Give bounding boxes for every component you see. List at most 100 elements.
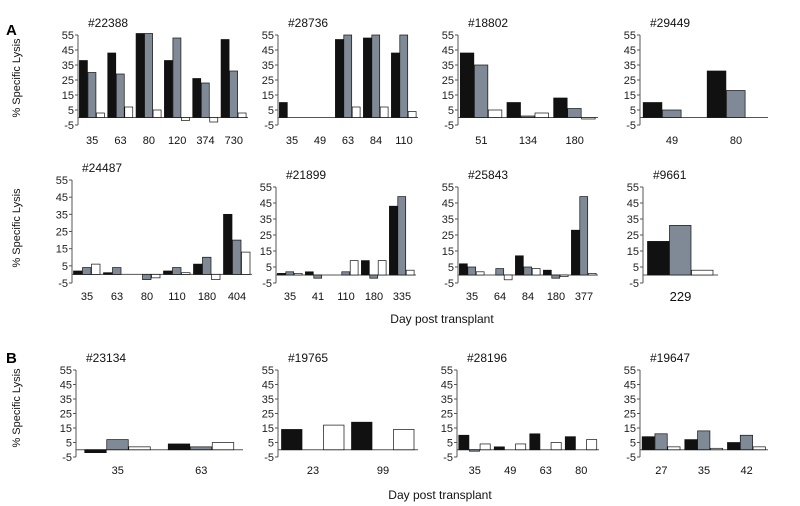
bar-white <box>152 109 162 118</box>
y-tick-label: -5 <box>64 120 74 132</box>
bar-black <box>351 421 373 451</box>
bar-gray <box>202 256 212 275</box>
bar-gray <box>232 239 242 275</box>
bar-black <box>389 205 398 276</box>
y-tick-label: 45 <box>442 198 454 210</box>
panel-title: #9661 <box>653 168 687 182</box>
bar-white <box>351 106 361 118</box>
x-tick-label: 49 <box>666 135 678 147</box>
bar-gray <box>82 267 92 275</box>
y-tick-label: 5 <box>268 105 274 117</box>
y-tick-label: 55 <box>62 30 74 42</box>
y-tick-label: 15 <box>62 90 74 102</box>
bar-gray <box>520 115 535 118</box>
x-tick-label: 377 <box>575 291 593 303</box>
x-tick-label: 51 <box>475 135 487 147</box>
panel-title: #29449 <box>650 16 690 30</box>
x-tick-label: 63 <box>540 465 552 477</box>
y-tick-label: 5 <box>62 261 68 273</box>
panel-22388: 55 45 35 25 15 5 -5 #22388 35 63 80 120 374 730 <box>62 16 248 147</box>
y-tick-label: 55 <box>624 365 636 377</box>
bar-black <box>493 446 505 451</box>
y-tick-label: 45 <box>260 198 272 210</box>
y-tick-label: 55 <box>262 30 274 42</box>
y-tick-label: -5 <box>444 120 454 132</box>
x-tick-label: 63 <box>342 135 354 147</box>
y-tick-label: 55 <box>624 30 636 42</box>
y-tick-label: 55 <box>442 30 454 42</box>
bar-white <box>503 274 513 281</box>
y-tick-label: 15 <box>56 244 68 256</box>
x-tick-label: 80 <box>143 135 155 147</box>
x-tick-label: 730 <box>225 135 243 147</box>
bar-black <box>727 442 741 451</box>
panel-label-b: B <box>6 350 17 367</box>
y-tick-label: 35 <box>442 214 454 226</box>
panel-9661: 55 45 35 25 15 5 -5 #9661 229 <box>627 168 718 304</box>
y-tick-label: 5 <box>266 262 272 274</box>
bar-black <box>277 273 286 276</box>
bar-white <box>181 272 191 275</box>
y-tick-label: 5 <box>630 105 636 117</box>
x-tick-label: 99 <box>377 465 389 477</box>
y-tick-label: 25 <box>627 230 639 242</box>
y-tick-label: 15 <box>60 423 72 435</box>
bar-black <box>84 449 107 453</box>
bar-black <box>164 60 173 118</box>
y-tick-label: 25 <box>624 409 636 421</box>
x-tick-label: 35 <box>469 465 481 477</box>
bar-white <box>691 269 714 276</box>
bar-white <box>475 271 485 276</box>
y-tick-label: 35 <box>60 394 72 406</box>
y-tick-label: 5 <box>66 438 72 450</box>
bar-white <box>586 439 598 451</box>
bar-white <box>531 268 541 276</box>
bar-white <box>91 263 101 275</box>
x-tick-label: 404 <box>228 291 246 303</box>
y-tick-label: 15 <box>441 423 453 435</box>
y-tick-label: 25 <box>624 75 636 87</box>
bar-white <box>379 106 389 118</box>
x-tick-label: 23 <box>307 465 319 477</box>
bar-black <box>73 270 83 275</box>
bar-black <box>553 97 568 118</box>
y-tick-label: 35 <box>627 214 639 226</box>
bar-black <box>642 102 663 118</box>
x-tick-label: 134 <box>519 135 537 147</box>
x-tick-label: 35 <box>86 135 98 147</box>
bar-black <box>641 436 655 451</box>
x-tick-label: 63 <box>114 135 126 147</box>
x-tick-label: 35 <box>286 135 298 147</box>
y-tick-label: 35 <box>624 394 636 406</box>
bar-white <box>587 273 597 276</box>
panel-29449: 55 45 35 25 15 5 -5 #29449 49 80 <box>624 16 768 147</box>
y-tick-label: 45 <box>441 380 453 392</box>
y-tick-label: 25 <box>56 227 68 239</box>
bar-black <box>706 70 727 118</box>
bar-black <box>361 260 370 276</box>
bar-black <box>281 429 303 451</box>
y-tick-label: 45 <box>624 380 636 392</box>
bar-black <box>564 436 576 451</box>
y-tick-label: 45 <box>262 45 274 57</box>
bar-gray <box>726 90 746 118</box>
y-tick-label: 35 <box>260 214 272 226</box>
bar-black <box>103 272 113 275</box>
bar-gray <box>473 64 489 118</box>
bar-gray <box>313 274 323 279</box>
bar-black <box>459 52 475 118</box>
panel-label-a: A <box>6 22 17 39</box>
y-axis-label-row3: % Specific Lysis <box>11 368 23 448</box>
y-tick-label: -5 <box>444 278 454 290</box>
bar-black <box>571 229 580 276</box>
bar-white <box>124 106 134 118</box>
panel-title: #28736 <box>288 16 328 30</box>
bar-black <box>192 78 202 118</box>
bar-white <box>151 274 161 279</box>
x-tick-label: 180 <box>365 291 383 303</box>
bar-black <box>193 263 203 275</box>
x-tick-label: 80 <box>141 291 153 303</box>
y-tick-label: 15 <box>627 246 639 258</box>
bar-white <box>293 273 303 276</box>
bar-gray <box>106 439 129 451</box>
